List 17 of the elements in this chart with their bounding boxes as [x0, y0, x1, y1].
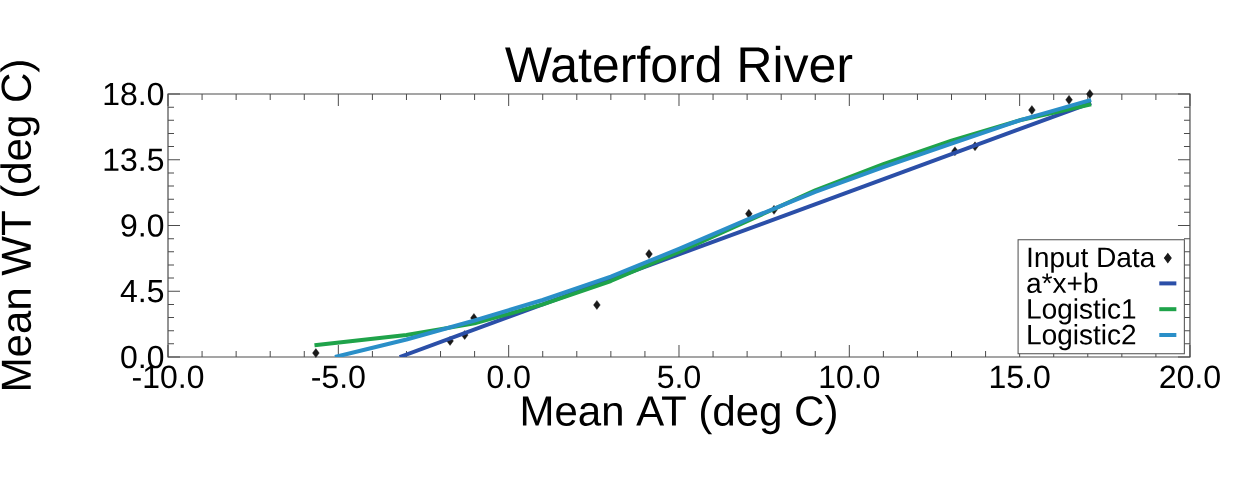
- x-tick-label: 20.0: [1160, 365, 1220, 389]
- chart-title: Waterford River: [505, 45, 853, 83]
- y-axis-title: Mean WT (deg C): [0, 61, 40, 389]
- y-tick-label: 13.5: [104, 148, 164, 172]
- legend-label: Input Data: [1028, 247, 1156, 273]
- y-tick-label: 9.0: [121, 214, 164, 237]
- x-axis-title: Mean AT (deg C): [522, 395, 836, 435]
- x-tick-label: 10.0: [820, 365, 880, 389]
- legend-label: Logistic2: [1028, 324, 1136, 351]
- y-tick-label: 18.0: [104, 82, 164, 106]
- legend-label: a*x+b: [1027, 272, 1098, 294]
- y-tick-label: 4.5: [120, 280, 164, 303]
- x-tick-label: 15.0: [990, 365, 1050, 389]
- x-tick-label: 5.0: [658, 365, 700, 389]
- legend-label: Logistic1: [1028, 298, 1136, 325]
- x-tick-label: -5.0: [312, 365, 365, 389]
- x-tick-label: 0.0: [487, 365, 530, 389]
